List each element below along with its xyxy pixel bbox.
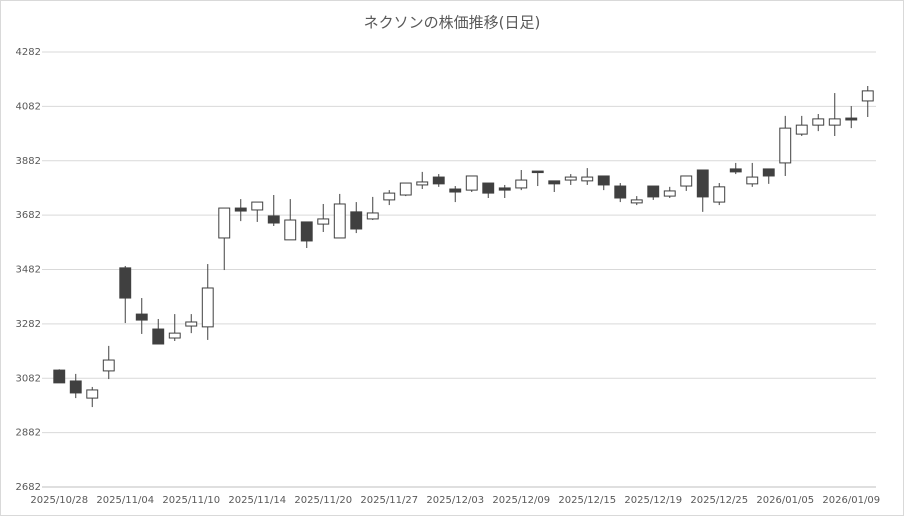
candle-body: [86, 389, 99, 399]
candle-body: [647, 185, 660, 198]
candle-body: [168, 332, 181, 339]
candle-body: [366, 212, 379, 220]
candle-body: [828, 118, 841, 126]
x-tick-label: 2025/11/04: [96, 495, 154, 506]
candle-body: [696, 169, 709, 198]
candle-body: [564, 176, 577, 181]
candle-body: [152, 328, 165, 345]
candle-body: [449, 188, 462, 193]
candle-body: [432, 176, 445, 185]
y-tick-label: 3482: [16, 265, 41, 276]
candle-body: [531, 170, 544, 174]
candle-body: [779, 127, 792, 164]
y-tick-label: 2682: [16, 482, 41, 493]
x-tick-label: 2026/01/05: [756, 495, 814, 506]
x-tick-label: 2025/11/20: [294, 495, 352, 506]
y-tick-label: 4282: [16, 47, 41, 58]
candle-body: [812, 118, 825, 126]
candle-body: [300, 221, 313, 242]
candle-body: [333, 203, 346, 239]
candle-body: [201, 287, 214, 328]
candle-body: [515, 179, 528, 189]
candle-body: [548, 180, 561, 185]
x-tick-label: 2025/11/14: [228, 495, 286, 506]
candle-body: [135, 313, 148, 321]
candle-body: [53, 369, 66, 384]
candle-body: [465, 175, 478, 191]
x-tick-label: 2025/11/27: [360, 495, 418, 506]
candle-body: [762, 168, 775, 177]
x-tick-label: 2025/12/25: [690, 495, 748, 506]
x-tick-label: 2025/12/15: [558, 495, 616, 506]
candle-body: [399, 182, 412, 196]
candle-body: [69, 380, 82, 394]
candle-body: [251, 201, 264, 211]
candle-body: [597, 175, 610, 186]
candle-body: [630, 199, 643, 204]
candle-body: [234, 207, 247, 212]
candle-body: [680, 175, 693, 187]
candle-body: [482, 182, 495, 194]
candle-body: [416, 181, 429, 186]
candle-body: [383, 192, 396, 201]
candle-body: [284, 219, 297, 241]
y-tick-label: 3882: [16, 156, 41, 167]
candle-body: [119, 267, 132, 299]
y-tick-label: 3682: [16, 210, 41, 221]
candle-body: [185, 321, 198, 327]
x-tick-label: 2025/10/28: [30, 495, 88, 506]
candle-body: [350, 211, 363, 230]
candle-body: [861, 90, 874, 102]
candle-body: [614, 185, 627, 199]
y-tick-label: 2882: [16, 428, 41, 439]
x-tick-label: 2025/12/03: [426, 495, 484, 506]
x-tick-label: 2026/01/09: [822, 495, 880, 506]
candle-body: [317, 218, 330, 225]
candle-body: [102, 359, 115, 372]
candle-body: [267, 215, 280, 224]
candle-body: [845, 117, 858, 121]
candle-body: [713, 186, 726, 203]
candle-body: [729, 168, 742, 173]
x-tick-label: 2025/11/10: [162, 495, 220, 506]
y-tick-label: 4082: [16, 101, 41, 112]
y-tick-label: 3082: [16, 373, 41, 384]
candle-body: [663, 190, 676, 197]
y-tick-label: 3282: [16, 319, 41, 330]
x-tick-label: 2025/12/09: [492, 495, 550, 506]
candle-body: [218, 207, 231, 239]
chart-title: ネクソンの株価推移(日足): [364, 14, 541, 32]
candle-body: [498, 187, 511, 191]
candle-body: [581, 176, 594, 182]
candle-body: [795, 124, 808, 135]
candle-body: [746, 176, 759, 185]
x-tick-label: 2025/12/19: [624, 495, 682, 506]
